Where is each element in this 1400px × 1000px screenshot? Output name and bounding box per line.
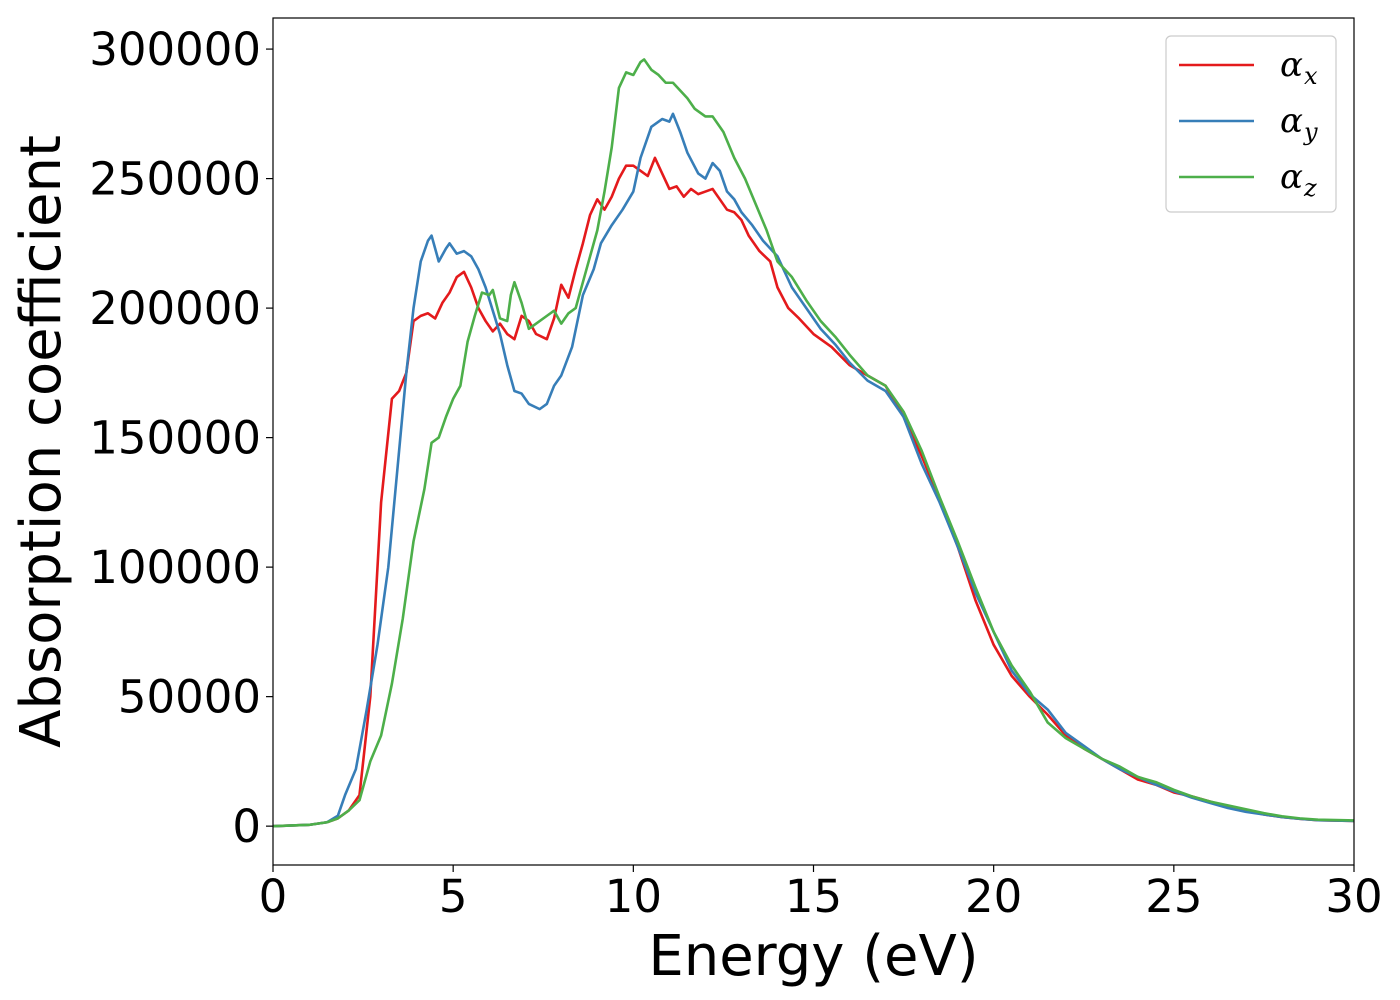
y-tick-label: 150000 [89, 412, 261, 465]
x-axis: 0 5 10 15 20 25 30 [259, 865, 1383, 923]
y-tick-label: 250000 [89, 153, 261, 206]
plot-lines [273, 58, 1354, 828]
x-tick-label: 20 [965, 870, 1022, 923]
y-axis: 0 50000 100000 150000 200000 250000 300000 [89, 23, 273, 853]
legend-entry-label: αx [1280, 45, 1318, 90]
y-tick-label: 0 [232, 800, 261, 853]
y-tick-label: 50000 [118, 671, 261, 724]
legend: αx αy αz [1165, 35, 1337, 213]
legend-entry-label: αy [1280, 101, 1318, 146]
x-tick-label: 25 [1145, 870, 1202, 923]
y-tick-label: 100000 [89, 541, 261, 594]
y-axis-title: Absorption coefficient [9, 135, 74, 748]
x-axis-title: Energy (eV) [648, 924, 978, 989]
series-line-3 [273, 58, 1354, 828]
series-line-1 [273, 156, 1354, 828]
x-tick-label: 5 [439, 870, 468, 923]
series-line-2 [273, 112, 1354, 828]
legend-box [1165, 35, 1337, 213]
y-tick-label: 200000 [89, 282, 261, 335]
x-tick-label: 15 [785, 870, 842, 923]
x-tick-label: 10 [605, 870, 662, 923]
y-tick-label: 300000 [89, 23, 261, 76]
legend-entry-label: αz [1280, 157, 1317, 202]
x-tick-label: 30 [1325, 870, 1382, 923]
x-tick-label: 0 [259, 870, 288, 923]
